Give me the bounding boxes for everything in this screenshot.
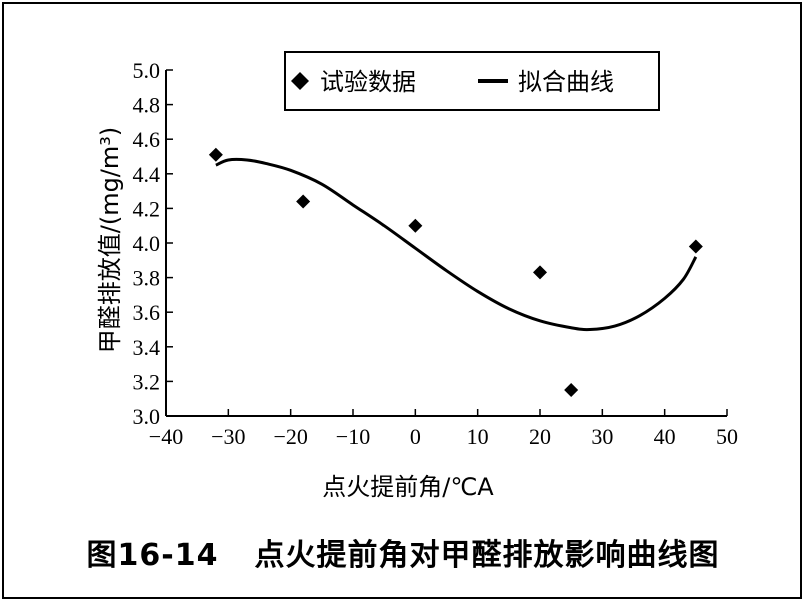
chart-axes: −40 −30 −20 −10 0 10 20 30 40 50 3.0 3.2 3.4 3.6 3.8 4.…: [133, 58, 739, 449]
data-point: [208, 147, 223, 162]
y-tick-label: 3.8: [133, 266, 161, 291]
x-tick-label: −40: [149, 424, 183, 449]
y-tick-label: 3.6: [133, 300, 161, 325]
y-tick-label: 4.2: [133, 196, 161, 221]
x-tick-label: −10: [336, 424, 370, 449]
y-tick-label: 3.2: [133, 369, 161, 394]
figure-caption: 图16-14 点火提前角对甲醛排放影响曲线图: [0, 530, 806, 574]
fit-curve-line: [215, 157, 698, 332]
fit-curve-layer: [215, 157, 698, 332]
x-axis-title: 点火提前角/℃A: [322, 473, 494, 501]
data-point: [688, 239, 703, 254]
x-tick-label: 30: [591, 424, 613, 449]
x-tick-label: 40: [654, 424, 676, 449]
y-axis-title: 甲醛排放值/(mg/m³): [96, 127, 124, 354]
y-tick-label: 3.0: [133, 404, 161, 429]
y-tick-label: 3.4: [133, 335, 161, 360]
legend-marker-diamond-icon: [291, 72, 309, 90]
legend-box: [284, 51, 660, 111]
x-tick-label: −20: [273, 424, 307, 449]
legend-label-data: 试验数据: [320, 68, 416, 96]
x-tick-label: 10: [467, 424, 489, 449]
data-point: [408, 218, 423, 233]
y-tick-label: 4.0: [133, 231, 161, 256]
y-tick-label: 4.6: [133, 127, 161, 152]
data-point: [564, 383, 579, 398]
y-tick-label: 4.4: [133, 162, 161, 187]
x-tick-label: −30: [211, 424, 245, 449]
x-tick-label: 20: [529, 424, 551, 449]
data-point: [533, 265, 547, 280]
figure-number: 图16-14: [86, 538, 219, 573]
x-tick-label: 50: [716, 424, 738, 449]
data-point: [296, 194, 311, 209]
data-markers-layer: [208, 147, 703, 398]
x-tick-label: 0: [410, 424, 421, 449]
y-tick-label: 5.0: [133, 58, 161, 83]
legend-label-fit: 拟合曲线: [518, 68, 614, 96]
figure-caption-text: 点火提前角对甲醛排放影响曲线图: [254, 538, 720, 573]
y-tick-label: 4.8: [133, 93, 161, 118]
legend: 试验数据 拟合曲线: [284, 51, 660, 111]
